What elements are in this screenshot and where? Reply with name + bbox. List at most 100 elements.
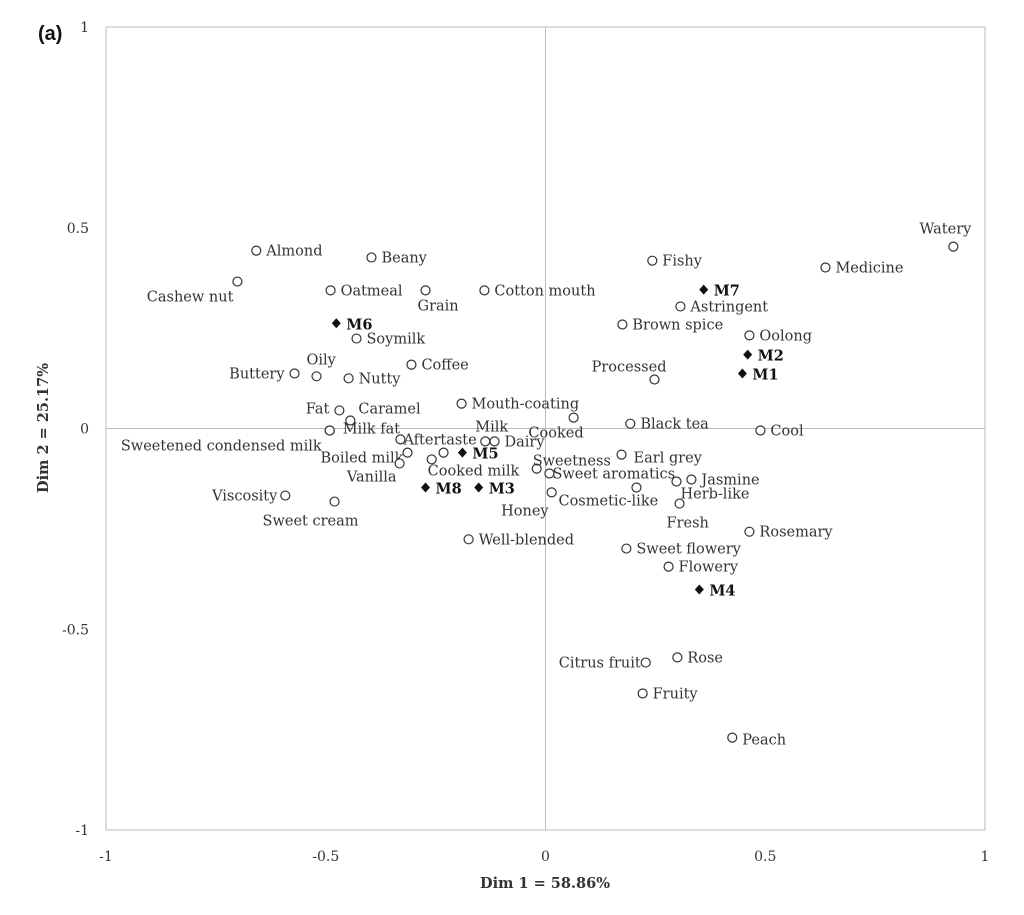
attribute-label: Aftertaste <box>402 432 476 448</box>
attribute-marker <box>637 688 648 699</box>
attribute-label: Oolong <box>759 328 812 344</box>
sample-marker <box>743 349 753 360</box>
attribute-marker <box>727 732 738 743</box>
attribute-label: Peach <box>742 733 786 749</box>
attribute-marker <box>426 454 437 465</box>
attribute-marker <box>311 371 322 382</box>
sample-label: M5 <box>472 446 498 463</box>
attribute-label: Cooked <box>528 426 583 442</box>
attribute-point: Viscosity <box>211 489 291 505</box>
attribute-point: Sweet flowery <box>621 542 742 558</box>
attribute-label: Almond <box>265 244 322 260</box>
attribute-point: Fresh <box>667 498 709 532</box>
attribute-point: Well-blended <box>463 532 574 548</box>
attribute-point: Sweetened condensed milk <box>121 425 335 455</box>
attribute-marker <box>351 333 362 344</box>
y-axis-title: Dim 2 = 25.17% <box>35 363 52 493</box>
y-tick-label: -0.5 <box>62 622 89 638</box>
attribute-marker <box>640 657 651 668</box>
sample-point: M3 <box>474 481 515 498</box>
attribute-label: Sweetness <box>533 454 611 470</box>
attribute-label: Medicine <box>835 260 903 276</box>
x-tick-label: 0.5 <box>754 849 776 865</box>
attribute-marker <box>568 412 579 423</box>
attribute-point: Buttery <box>229 366 300 382</box>
attribute-label: Rose <box>687 650 723 666</box>
attribute-marker <box>280 490 291 501</box>
attribute-point: Honey <box>501 487 557 519</box>
sample-marker <box>699 284 709 295</box>
attribute-label: Sweet flowery <box>636 542 741 558</box>
attribute-marker <box>621 543 632 554</box>
attribute-point: Peach <box>727 732 786 749</box>
sample-point: M6 <box>331 316 372 333</box>
x-tick-label: 1 <box>981 849 990 865</box>
attribute-label: Oatmeal <box>341 283 403 299</box>
sample-marker <box>421 482 431 493</box>
attribute-point: Mouth-coating <box>456 397 579 413</box>
attribute-marker <box>616 449 627 460</box>
attribute-label: Milk <box>475 419 508 435</box>
sample-marker <box>737 368 747 379</box>
attribute-marker <box>663 561 674 572</box>
attribute-marker <box>755 425 766 436</box>
attribute-label: Cotton mouth <box>494 283 595 299</box>
attribute-marker <box>366 252 377 263</box>
attribute-marker <box>686 474 697 485</box>
attribute-point: Rose <box>672 650 723 666</box>
attribute-point: Cosmetic-like <box>558 482 658 510</box>
attribute-marker <box>456 398 467 409</box>
sample-point: M8 <box>421 481 462 498</box>
attribute-label: Vanilla <box>346 469 397 485</box>
attribute-label: Nutty <box>359 371 402 387</box>
attribute-label: Processed <box>592 360 667 376</box>
attribute-point: Boiled milk <box>320 447 413 467</box>
attribute-marker <box>675 301 686 312</box>
attribute-point: Nutty <box>343 371 402 387</box>
attribute-marker <box>479 285 490 296</box>
attribute-label: Earl grey <box>634 451 703 467</box>
attribute-marker <box>343 373 354 384</box>
attribute-label: Fat <box>306 401 330 417</box>
attribute-point: Fishy <box>647 254 703 270</box>
attribute-point: Rosemary <box>744 525 833 541</box>
attribute-point: Watery <box>920 222 972 252</box>
attribute-point: Soymilk <box>351 332 425 348</box>
attribute-point: Sweet aromatics <box>544 466 675 482</box>
attribute-marker <box>625 418 636 429</box>
sample-point: M2 <box>743 348 784 365</box>
attribute-point: Fruity <box>637 686 698 702</box>
attribute-marker <box>395 434 406 445</box>
attribute-label: Viscosity <box>211 489 278 505</box>
attribute-label: Boiled milk <box>320 451 403 467</box>
attribute-point: Coffee <box>406 358 469 374</box>
attribute-label: Citrus fruit <box>559 656 641 672</box>
attribute-marker <box>674 498 685 509</box>
attribute-label: Jasmine <box>699 472 759 488</box>
sample-point: M1 <box>737 366 779 383</box>
attribute-point: Almond <box>251 244 323 260</box>
attribute-label: Milk fat <box>343 422 401 438</box>
sample-label: M2 <box>758 348 784 365</box>
attribute-marker <box>744 330 755 341</box>
attribute-label: Cooked milk <box>428 463 520 479</box>
attribute-point: Medicine <box>820 260 903 276</box>
attribute-label: Cosmetic-like <box>558 494 658 510</box>
attribute-label: Brown spice <box>632 318 723 334</box>
x-tick-label: -1 <box>99 849 113 865</box>
attribute-point: Processed <box>592 360 667 385</box>
attribute-label: Black tea <box>640 417 709 433</box>
attribute-label: Sweetened condensed milk <box>121 439 322 455</box>
attribute-marker <box>251 245 262 256</box>
attribute-point: Herb-like <box>671 476 749 502</box>
sample-point: M7 <box>699 283 740 300</box>
attribute-point: Citrus fruit <box>559 656 651 672</box>
attribute-marker <box>406 359 417 370</box>
y-tick-label: 0.5 <box>67 221 89 237</box>
attribute-marker <box>463 534 474 545</box>
attribute-point: Cotton mouth <box>479 283 596 299</box>
sample-label: M6 <box>346 316 372 333</box>
y-tick-label: 1 <box>80 20 89 36</box>
x-tick-label: 0 <box>541 849 550 865</box>
attribute-marker <box>631 482 642 493</box>
